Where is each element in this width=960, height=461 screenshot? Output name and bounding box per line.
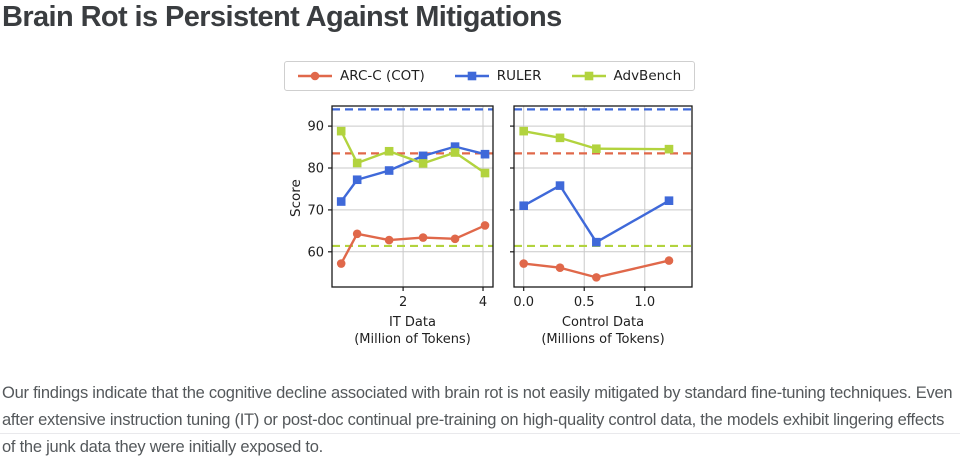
svg-text:70: 70 — [307, 203, 324, 218]
arc-c-line-marker-icon — [298, 71, 332, 81]
advbench-line-marker-icon — [571, 71, 606, 81]
legend-item-arc-c: ARC-C (COT) — [298, 68, 425, 84]
legend-item-advbench: AdvBench — [571, 68, 682, 84]
legend-label-ruler: RULER — [496, 68, 542, 84]
svg-text:60: 60 — [307, 245, 324, 260]
svg-text:(Millions of Tokens): (Millions of Tokens) — [541, 332, 664, 345]
svg-text:Control Data: Control Data — [562, 315, 644, 330]
plot-it-data: 2 4 60 70 80 90 IT Data (Million of Tokens) — [307, 105, 494, 345]
legend-label-arc-c: ARC-C (COT) — [340, 68, 425, 84]
svg-text:4: 4 — [479, 295, 487, 310]
chart-legend: ARC-C (COT) RULER AdvBench — [284, 61, 696, 91]
svg-text:0.5: 0.5 — [574, 295, 595, 310]
page-title: Brain Rot is Persistent Against Mitigati… — [2, 1, 562, 33]
svg-text:IT Data: IT Data — [389, 315, 436, 330]
svg-text:(Million of Tokens): (Million of Tokens) — [354, 332, 471, 345]
figure-caption: Our findings indicate that the cognitive… — [2, 383, 953, 456]
svg-text:80: 80 — [307, 162, 324, 177]
plot-control-data: 0.0 0.5 1.0 Control Data (Millions of Tokens… — [510, 105, 693, 345]
legend-label-advbench: AdvBench — [613, 68, 682, 84]
legend-item-ruler: RULER — [454, 68, 542, 84]
svg-text:2: 2 — [399, 295, 407, 310]
svg-text:1.0: 1.0 — [634, 295, 655, 310]
ruler-line-marker-icon — [454, 71, 489, 81]
svg-text:0.0: 0.0 — [513, 295, 534, 310]
svg-text:90: 90 — [307, 120, 324, 135]
